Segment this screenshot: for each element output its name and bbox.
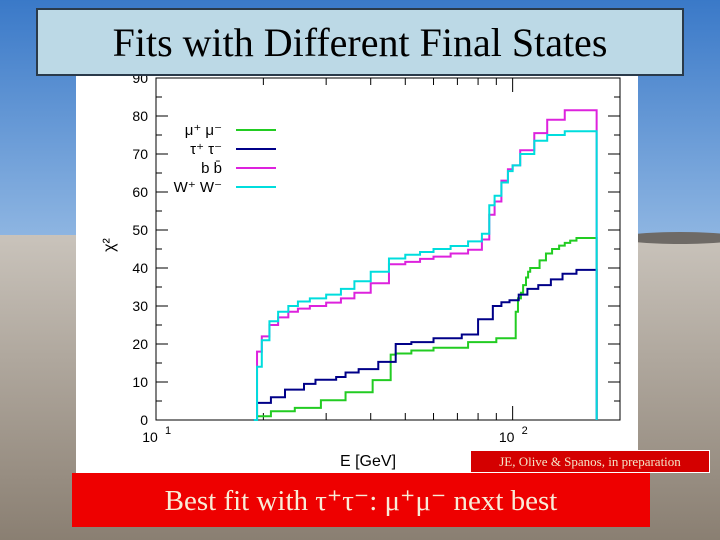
credit-box: JE, Olive & Spanos, in preparation (470, 450, 710, 473)
y-axis-label: χ² (101, 237, 118, 251)
y-tick-label: 70 (132, 146, 148, 162)
legend-label: τ⁺ τ⁻ (190, 141, 222, 158)
series-line-3 (253, 130, 598, 421)
slide-title: Fits with Different Final States (112, 19, 608, 65)
y-tick-label: 90 (132, 76, 148, 86)
legend-label: b b̄ (201, 160, 222, 177)
series-line-0 (253, 236, 598, 421)
y-tick-label: 20 (132, 336, 148, 352)
y-tick-label: 10 (132, 374, 148, 390)
x-tick-label: 10 (142, 429, 158, 445)
y-tick-label: 0 (140, 412, 148, 428)
slide-title-box: Fits with Different Final States (36, 8, 684, 76)
y-tick-label: 60 (132, 184, 148, 200)
y-tick-label: 40 (132, 260, 148, 276)
x-tick-exponent: 2 (522, 425, 528, 437)
y-tick-label: 80 (132, 108, 148, 124)
chart-panel: 0 10 20 30 40 50 60 70 80 90 10 1 10 2 E [GeV] χ² μ⁺ μ⁻ τ… (76, 76, 638, 476)
series-line-1 (253, 268, 598, 421)
x-tick-label: 10 (499, 429, 515, 445)
plot-frame (155, 77, 621, 421)
x-axis-label: E [GeV] (340, 453, 396, 470)
y-tick-label: 30 (132, 298, 148, 314)
caption-text: Best fit with τ⁺τ⁻: μ⁺μ⁻ next best (164, 484, 558, 517)
legend-label: W⁺ W⁻ (174, 179, 222, 196)
caption-box: Best fit with τ⁺τ⁻: μ⁺μ⁻ next best (72, 473, 650, 527)
series-line-2 (253, 109, 598, 421)
y-tick-label: 50 (132, 222, 148, 238)
legend-label: μ⁺ μ⁻ (185, 122, 222, 139)
x-tick-exponent: 1 (165, 425, 171, 437)
credit-text: JE, Olive & Spanos, in preparation (499, 453, 681, 469)
